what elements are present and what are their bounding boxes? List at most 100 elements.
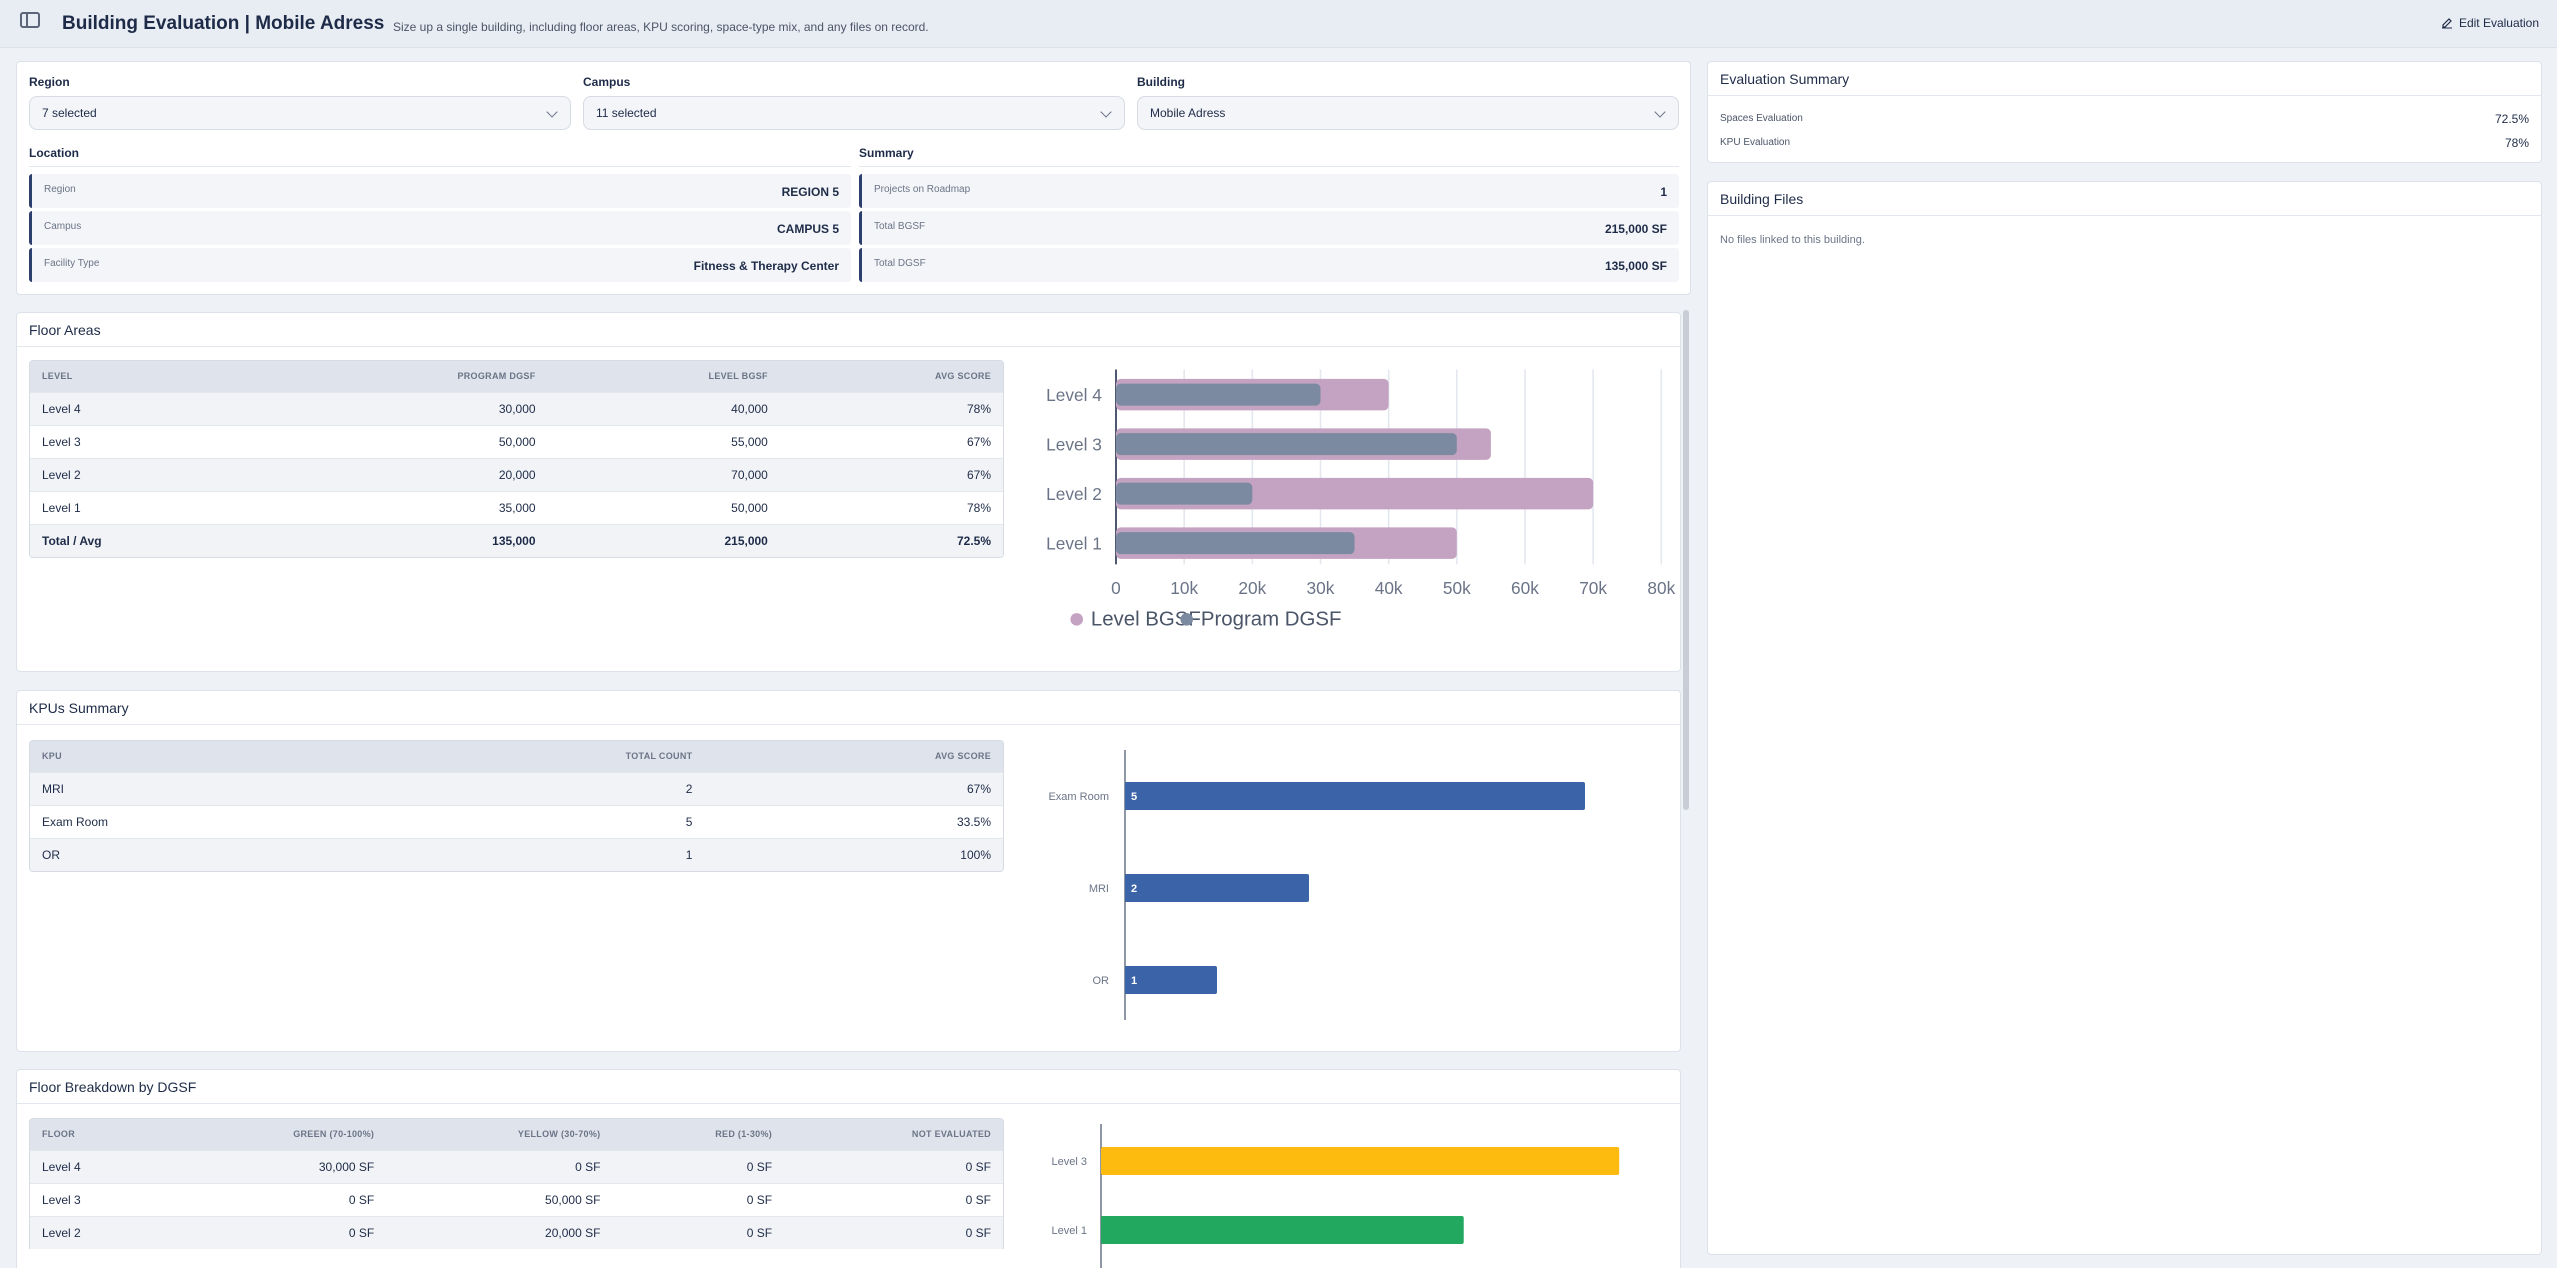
summary-row-dgsf: Total DGSF 135,000 SF bbox=[859, 248, 1679, 282]
y-tick-label: MRI bbox=[1089, 883, 1109, 895]
cell: Level 2 bbox=[30, 457, 263, 491]
location-value: CAMPUS 5 bbox=[776, 222, 839, 236]
cell: Level 4 bbox=[30, 391, 263, 425]
kpus-chart: Exam Room 5 MRI 2 OR 1 bbox=[1017, 740, 1677, 1040]
cell: 0 SF bbox=[163, 1182, 387, 1216]
summary-key: Projects on Roadmap bbox=[874, 184, 971, 195]
cell: 67% bbox=[779, 424, 1003, 458]
sidebar-toggle-icon[interactable] bbox=[20, 12, 40, 28]
cell: MRI bbox=[30, 771, 366, 805]
edit-evaluation-button[interactable]: Edit Evaluation bbox=[2441, 12, 2539, 34]
location-key: Region bbox=[44, 184, 76, 195]
breakdown-table: Floor Green (70-100%) Yellow (30-70%) Re… bbox=[29, 1118, 1004, 1249]
x-tick-label: 30k bbox=[1307, 578, 1335, 598]
table-row: Level 3 0 SF 50,000 SF 0 SF 0 SF bbox=[30, 1182, 1003, 1216]
cell: 78% bbox=[779, 391, 1003, 425]
page-subtitle: Size up a single building, including flo… bbox=[393, 20, 929, 34]
cell: Exam Room bbox=[30, 804, 366, 838]
column-header: Level bbox=[30, 361, 263, 392]
x-tick-label: 50k bbox=[1443, 578, 1471, 598]
y-tick-label: Level 1 bbox=[1046, 533, 1102, 553]
y-tick-label: Level 1 bbox=[1052, 1225, 1087, 1237]
table-row: Level 2 0 SF 20,000 SF 0 SF 0 SF bbox=[30, 1215, 1003, 1249]
y-tick-label: Exam Room bbox=[1048, 791, 1109, 803]
cell: 5 bbox=[365, 804, 705, 838]
campus-select-value: 11 selected bbox=[596, 106, 657, 120]
column-header: Yellow (30-70%) bbox=[386, 1119, 613, 1150]
x-tick-label: 70k bbox=[1579, 578, 1607, 598]
floor-areas-chart-svg: 0 10k 20k 30k 40k 50k 60k 70k 80k Level 4 Level 3 L… bbox=[1046, 369, 1676, 631]
summary-row-projects: Projects on Roadmap 1 bbox=[859, 174, 1679, 208]
summary-key: Total DGSF bbox=[874, 258, 926, 269]
column-header: Not Evaluated bbox=[784, 1119, 1003, 1150]
cell: 0 SF bbox=[784, 1182, 1003, 1216]
cell: Level 4 bbox=[30, 1149, 164, 1183]
legend-swatch bbox=[1070, 613, 1083, 626]
cell: 33.5% bbox=[704, 804, 1003, 838]
cell: 70,000 bbox=[547, 457, 780, 491]
chevron-down-icon bbox=[1100, 106, 1112, 118]
summary-row-bgsf: Total BGSF 215,000 SF bbox=[859, 211, 1679, 245]
building-select-value: Mobile Adress bbox=[1150, 106, 1226, 120]
column-header: Green (70-100%) bbox=[163, 1119, 387, 1150]
bar-data-label: 1 bbox=[1131, 975, 1137, 987]
region-filter-label: Region bbox=[29, 75, 70, 89]
summary-value: 1 bbox=[1660, 185, 1667, 199]
cell: 215,000 bbox=[547, 523, 780, 557]
floor-areas-title: Floor Areas bbox=[17, 313, 1680, 347]
floor-areas-table: Level Program DGSF Level BGSF Avg Score … bbox=[29, 360, 1004, 558]
eval-key: Spaces Evaluation bbox=[1720, 113, 1803, 124]
cell: 0 SF bbox=[784, 1215, 1003, 1249]
floor-areas-card: Floor Areas Level Program DGSF Level BGS… bbox=[16, 312, 1681, 672]
table-row: Level 4 30,000 SF 0 SF 0 SF 0 SF bbox=[30, 1149, 1003, 1183]
location-key: Facility Type bbox=[44, 258, 100, 269]
summary-divider bbox=[859, 166, 1679, 167]
campus-select[interactable]: 11 selected bbox=[583, 96, 1125, 130]
building-files-card: Building Files No files linked to this b… bbox=[1707, 181, 2542, 1255]
bar-program-dgsf bbox=[1116, 482, 1253, 505]
bar-kpu bbox=[1125, 966, 1217, 994]
main-scrollbar[interactable] bbox=[1683, 310, 1689, 810]
y-tick-label: Level 4 bbox=[1046, 385, 1102, 405]
cell: Level 3 bbox=[30, 424, 263, 458]
column-header: Avg Score bbox=[779, 361, 1003, 392]
building-files-title: Building Files bbox=[1708, 182, 2541, 216]
cell: Total / Avg bbox=[30, 523, 263, 557]
location-title: Location bbox=[29, 146, 79, 160]
bar-kpu bbox=[1125, 874, 1309, 902]
location-row-facility-type: Facility Type Fitness & Therapy Center bbox=[29, 248, 851, 282]
legend-swatch bbox=[1180, 613, 1193, 626]
x-tick-label: 40k bbox=[1375, 578, 1403, 598]
column-header: KPU bbox=[30, 741, 366, 772]
breakdown-chart-svg: Level 3 Level 1 bbox=[1052, 1124, 1620, 1268]
location-divider bbox=[29, 166, 851, 167]
x-tick-label: 80k bbox=[1647, 578, 1675, 598]
kpus-chart-svg: Exam Room 5 MRI 2 OR 1 bbox=[1048, 750, 1585, 1020]
region-select-value: 7 selected bbox=[42, 106, 97, 120]
cell: 20,000 SF bbox=[386, 1215, 613, 1249]
eval-summary-card: Evaluation Summary Spaces Evaluation 72.… bbox=[1707, 61, 2542, 163]
table-row: Level 1 35,000 50,000 78% bbox=[30, 490, 1003, 524]
bar-yellow bbox=[1101, 1147, 1620, 1175]
region-select[interactable]: 7 selected bbox=[29, 96, 571, 130]
y-tick-label: Level 3 bbox=[1052, 1156, 1087, 1168]
chevron-down-icon bbox=[1654, 106, 1666, 118]
cell: 55,000 bbox=[547, 424, 780, 458]
cell: 50,000 SF bbox=[386, 1182, 613, 1216]
column-header: Program DGSF bbox=[262, 361, 548, 392]
chevron-down-icon bbox=[546, 106, 558, 118]
cell: OR bbox=[30, 837, 366, 871]
eval-value: 72.5% bbox=[2494, 112, 2529, 126]
location-key: Campus bbox=[44, 221, 82, 232]
kpus-card: KPUs Summary KPU Total Count Avg Score M… bbox=[16, 690, 1681, 1052]
kpus-title: KPUs Summary bbox=[17, 691, 1680, 725]
table-row: Level 2 20,000 70,000 67% bbox=[30, 457, 1003, 491]
cell: 30,000 SF bbox=[163, 1149, 387, 1183]
summary-value: 215,000 SF bbox=[1604, 222, 1667, 236]
page-title: Building Evaluation | Mobile Adress bbox=[62, 13, 385, 34]
cell: 35,000 bbox=[262, 490, 548, 524]
x-tick-label: 20k bbox=[1238, 578, 1266, 598]
eval-row-kpu: KPU Evaluation 78% bbox=[1720, 133, 2529, 153]
kpus-table: KPU Total Count Avg Score MRI 2 67% Exam… bbox=[29, 740, 1004, 872]
building-select[interactable]: Mobile Adress bbox=[1137, 96, 1679, 130]
